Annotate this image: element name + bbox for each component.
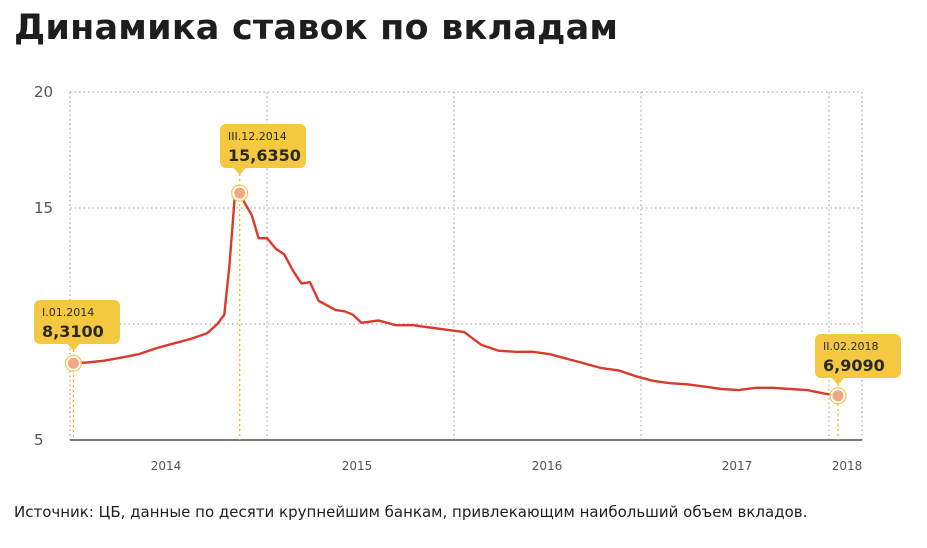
- y-tick-label: 15: [34, 199, 53, 217]
- annotation-marker-ring: [829, 387, 847, 405]
- x-tick-label: 2018: [832, 459, 863, 473]
- annotation-value: 6,9090: [823, 356, 885, 375]
- x-tick-label: 2017: [722, 459, 753, 473]
- chart-title: Динамика ставок по вкладам: [14, 8, 619, 48]
- annotation-pointer: [233, 168, 246, 175]
- y-tick-label: 5: [34, 431, 44, 449]
- annotation-callout: [34, 300, 120, 344]
- annotation-date: III.12.2014: [228, 130, 287, 143]
- x-tick-label: 2016: [532, 459, 563, 473]
- x-tick-label: 2015: [342, 459, 373, 473]
- y-tick-label: 20: [34, 83, 53, 101]
- annotation-value: 8,3100: [42, 322, 104, 341]
- series-line: [73, 192, 839, 397]
- annotation-marker: [65, 355, 81, 371]
- annotation-marker-ring: [231, 184, 249, 202]
- annotation-callout: [220, 124, 306, 168]
- annotation-marker: [232, 185, 248, 201]
- annotation-marker: [830, 388, 846, 404]
- source-note: Источник: ЦБ, данные по десяти крупнейши…: [14, 503, 808, 521]
- annotation-value: 15,6350: [228, 146, 301, 165]
- annotation-pointer: [832, 378, 844, 385]
- annotation-date: II.02.2018: [823, 340, 878, 353]
- annotation-marker-ring: [64, 354, 83, 372]
- annotation-pointer: [67, 344, 80, 351]
- annotation-callout: [815, 334, 901, 378]
- annotation-date: I.01.2014: [42, 306, 94, 319]
- x-tick-label: 2014: [151, 459, 182, 473]
